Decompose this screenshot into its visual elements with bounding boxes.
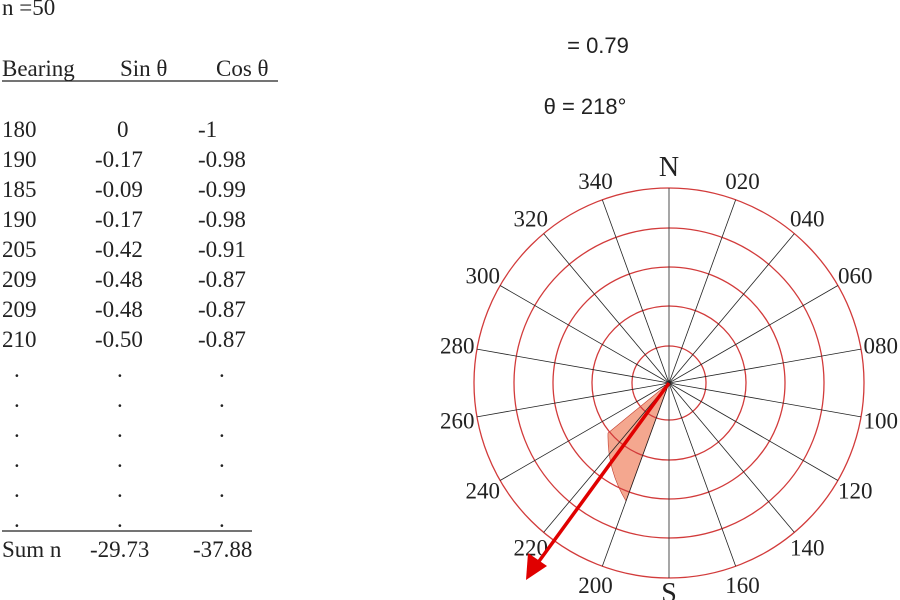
table-cell: -0.09 xyxy=(95,177,143,202)
ellipsis-dot: . xyxy=(117,447,123,472)
rose-spoke xyxy=(476,348,670,384)
bearing-label: 340 xyxy=(578,169,613,194)
table-cell: 190 xyxy=(2,207,37,232)
bearing-label: 080 xyxy=(863,334,898,359)
rose-spoke xyxy=(476,382,670,418)
ellipsis-dot: . xyxy=(219,507,225,532)
ellipsis-dot: . xyxy=(117,387,123,412)
table-cell: 209 xyxy=(2,267,37,292)
table-cell: -1 xyxy=(198,117,217,142)
bearing-label: 120 xyxy=(838,479,873,504)
bearing-label: 020 xyxy=(725,169,760,194)
rose-spoke xyxy=(668,233,795,384)
rose-spoke xyxy=(543,233,670,384)
rose-spoke xyxy=(668,382,795,533)
ellipsis-dot: . xyxy=(219,357,225,382)
bearing-label: 040 xyxy=(790,206,825,231)
north-label: N xyxy=(659,152,679,183)
table-cell: 190 xyxy=(2,147,37,172)
rose-spoke xyxy=(499,382,670,481)
rose-spoke xyxy=(601,382,670,567)
ellipsis-dot: . xyxy=(219,447,225,472)
rose-spoke xyxy=(543,382,670,533)
bearing-label: 200 xyxy=(578,573,613,598)
bearing-label: 260 xyxy=(440,408,475,433)
ellipsis-dot: . xyxy=(14,477,20,502)
table-cell: -0.91 xyxy=(198,237,246,262)
ellipsis-dot: . xyxy=(14,417,20,442)
mean-arrow-head xyxy=(526,553,547,580)
sum-cell: -29.73 xyxy=(90,537,149,562)
table-cell: -0.48 xyxy=(95,267,143,292)
rose-spoke xyxy=(668,199,737,384)
mean-arrow-shaft xyxy=(535,381,671,566)
table-cell: -0.17 xyxy=(95,147,143,172)
ellipsis-dot: . xyxy=(14,507,20,532)
table-cell: 209 xyxy=(2,297,37,322)
bearing-label: 240 xyxy=(466,479,501,504)
ellipsis-dot: . xyxy=(14,387,20,412)
ellipsis-dot: . xyxy=(117,507,123,532)
rose-spoke xyxy=(601,199,670,384)
rose-spoke xyxy=(668,382,737,567)
rose-spoke xyxy=(668,285,839,384)
bearing-label: 100 xyxy=(863,408,898,433)
rose-diagram xyxy=(473,187,865,579)
rose-spoke xyxy=(668,382,862,418)
bearing-label: 300 xyxy=(466,264,501,289)
bearing-label: 320 xyxy=(514,206,549,231)
table-cell: -0.99 xyxy=(198,177,246,202)
ellipsis-dot: . xyxy=(14,447,20,472)
table-cell: 205 xyxy=(2,237,37,262)
table-cell: 210 xyxy=(2,327,37,352)
ellipsis-dot: . xyxy=(219,477,225,502)
column-header: Sin θ xyxy=(120,56,167,81)
ellipsis-dot: . xyxy=(117,477,123,502)
ellipsis-dot: . xyxy=(219,387,225,412)
sum-cell: -37.88 xyxy=(193,537,252,562)
table-cell: -0.42 xyxy=(95,237,143,262)
bearing-label: 160 xyxy=(725,573,760,598)
table-cell: 0 xyxy=(117,117,129,142)
table-cell: 180 xyxy=(2,117,37,142)
south-label: S xyxy=(661,578,677,600)
table-cell: -0.98 xyxy=(198,147,246,172)
sum-cell: Sum n xyxy=(2,537,62,562)
rose-spoke xyxy=(668,382,839,481)
table-cell: -0.98 xyxy=(198,207,246,232)
table-cell: -0.87 xyxy=(198,267,246,292)
table-cell: 185 xyxy=(2,177,37,202)
ellipsis-dot: . xyxy=(14,357,20,382)
rose-spoke xyxy=(668,348,862,384)
rose-spoke xyxy=(499,285,670,384)
table-cell: -0.48 xyxy=(95,297,143,322)
mean-length: = 0.79 xyxy=(567,33,629,58)
column-header: Cos θ xyxy=(216,56,269,81)
table-cell: -0.87 xyxy=(198,327,246,352)
ellipsis-dot: . xyxy=(219,417,225,442)
bearing-label: 280 xyxy=(440,334,475,359)
column-header: Bearing xyxy=(2,56,75,81)
ellipsis-dot: . xyxy=(117,357,123,382)
ellipsis-dot: . xyxy=(117,417,123,442)
n-label: n =50 xyxy=(2,0,55,20)
bearing-label: 140 xyxy=(790,536,825,561)
table-cell: -0.50 xyxy=(95,327,143,352)
bearing-label: 060 xyxy=(838,264,873,289)
table-cell: -0.87 xyxy=(198,297,246,322)
mean-direction: θ = 218° xyxy=(544,94,627,119)
table-cell: -0.17 xyxy=(95,207,143,232)
